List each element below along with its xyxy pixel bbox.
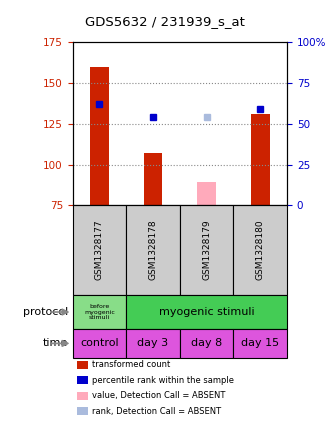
Text: transformed count: transformed count [92, 360, 170, 369]
Text: control: control [80, 338, 119, 349]
Bar [126, 295, 287, 329]
Text: GSM1328180: GSM1328180 [256, 220, 265, 280]
Bar [77, 407, 88, 415]
Bar [144, 153, 162, 205]
Bar [251, 114, 270, 205]
Bar [73, 295, 126, 329]
Text: percentile rank within the sample: percentile rank within the sample [92, 376, 234, 385]
Text: protocol: protocol [23, 307, 68, 317]
Bar [77, 392, 88, 399]
Bar [234, 329, 287, 358]
Text: day 8: day 8 [191, 338, 222, 349]
Bar [234, 205, 287, 295]
Text: GSM1328178: GSM1328178 [148, 220, 157, 280]
Text: GSM1328177: GSM1328177 [95, 220, 104, 280]
Text: time: time [43, 338, 68, 349]
Bar [90, 67, 109, 205]
Bar [77, 376, 88, 384]
Bar [180, 205, 234, 295]
Text: day 15: day 15 [241, 338, 280, 349]
Bar [77, 361, 88, 369]
Bar [197, 182, 216, 205]
Text: rank, Detection Call = ABSENT: rank, Detection Call = ABSENT [92, 407, 221, 416]
Text: day 3: day 3 [138, 338, 169, 349]
Bar [73, 205, 126, 295]
Text: GDS5632 / 231939_s_at: GDS5632 / 231939_s_at [85, 15, 245, 28]
Text: before
myogenic
stimuli: before myogenic stimuli [84, 304, 115, 320]
Bar [73, 329, 126, 358]
Text: myogenic stimuli: myogenic stimuli [159, 307, 254, 317]
Bar [126, 329, 180, 358]
Bar [180, 329, 234, 358]
Bar [126, 205, 180, 295]
Text: GSM1328179: GSM1328179 [202, 220, 211, 280]
Text: value, Detection Call = ABSENT: value, Detection Call = ABSENT [92, 391, 225, 400]
